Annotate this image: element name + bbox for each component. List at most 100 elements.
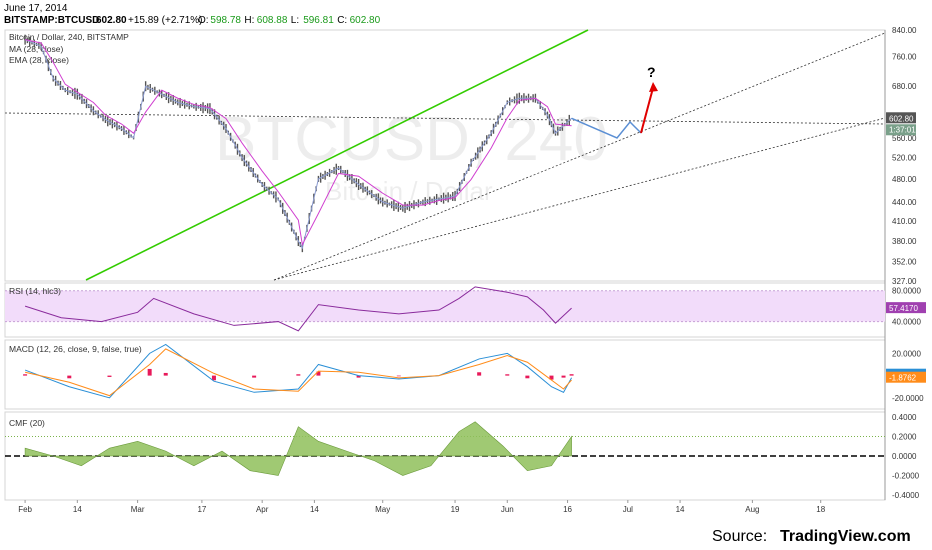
macd-histogram-bar <box>316 371 321 376</box>
macd-histogram-bar <box>477 372 482 376</box>
macd-tick-label: -20.0000 <box>892 394 924 403</box>
rsi-tick-label: 80.0000 <box>892 287 921 296</box>
cmf-tick-label: 0.4000 <box>892 413 917 422</box>
countdown-tag <box>886 124 916 136</box>
macd-histogram-bar <box>23 374 28 376</box>
ohlc-label: C: <box>337 15 347 26</box>
pane-2 <box>4 339 886 410</box>
header-symbol: BITSTAMP:BTCUSD <box>4 15 99 26</box>
resistance-line <box>4 112 886 125</box>
price-tick-label: 560.00 <box>892 134 917 143</box>
watermark-symbol: BTCUSD, 240 <box>215 105 608 174</box>
header-price: 602.80 <box>96 15 127 26</box>
time-tick-label: Apr <box>256 505 269 514</box>
cmf-pane-title: CMF (20) <box>9 418 45 428</box>
series-layer <box>23 34 658 476</box>
macd-histogram-bar <box>569 374 574 376</box>
cmf-tick-label: 0.2000 <box>892 432 917 441</box>
question-mark-annotation: ? <box>647 64 656 80</box>
signal-line <box>24 348 572 397</box>
red-arrow-shaft <box>640 87 654 134</box>
macd-pane-title: MACD (12, 26, close, 9, false, true) <box>9 344 142 354</box>
macd-histogram-bar <box>549 375 554 380</box>
rsi-line <box>24 286 572 332</box>
time-tick-label: 14 <box>73 505 82 514</box>
time-tick-label: 19 <box>451 505 460 514</box>
macd-histogram-bar <box>525 375 530 379</box>
source-brand: TradingView.com <box>780 528 911 545</box>
macd-histogram-bar <box>356 375 361 378</box>
ema-indicator-label: EMA (28, close) <box>9 55 69 65</box>
time-tick-label: May <box>375 505 390 514</box>
macd-histogram-bar <box>163 372 168 376</box>
price-tick-label: 352.00 <box>892 257 917 266</box>
price-axes: 840.00 760.00 680.00 560.00 520.00 480.00 440.… <box>886 26 926 500</box>
price-tick-label: 380.00 <box>892 237 917 246</box>
time-tick-label: Jul <box>623 505 633 514</box>
ma-indicator-label: MA (28, close) <box>9 44 63 54</box>
price-tick-label: 840.00 <box>892 26 917 35</box>
macd-histogram-bar <box>211 375 216 381</box>
support-trendline <box>273 117 886 281</box>
macd-tick-label: 20.0000 <box>892 349 921 358</box>
time-tick-label: Feb <box>18 505 32 514</box>
time-tick-label: 14 <box>676 505 685 514</box>
ema-line <box>24 39 572 247</box>
macd-histogram-bar <box>252 375 257 378</box>
macd-histogram-bar <box>296 374 301 376</box>
last-price-tag <box>886 112 916 124</box>
ohlc-value: 596.81 <box>303 15 334 26</box>
price-tick-label: 520.00 <box>892 154 917 163</box>
price-tick-label: 410.00 <box>892 217 917 226</box>
rsi-tick-label: 40.0000 <box>892 318 921 327</box>
cmf-tick-label: -0.2000 <box>892 472 920 481</box>
macd-histogram-bar <box>107 375 112 377</box>
time-tick-label: 16 <box>563 505 572 514</box>
upper-trendline <box>273 32 886 281</box>
main-pane-title: Bitcoin / Dollar, 240, BITSTAMP <box>9 32 129 42</box>
countdown-label: 1:37:01 <box>889 125 916 134</box>
header-date: June 17, 2014 <box>4 3 68 14</box>
cmf-area <box>24 421 572 476</box>
macd-histogram-bar <box>396 375 401 377</box>
pane-0 <box>4 29 886 282</box>
rsi-pane-title: RSI (14, hlc3) <box>9 286 61 296</box>
price-tick-label: 440.00 <box>892 198 917 207</box>
price-tick-label: 327.00 <box>892 277 917 286</box>
green-channel-line <box>85 29 589 281</box>
time-tick-label: 17 <box>197 505 206 514</box>
cmf-tick-label: -0.4000 <box>892 491 920 500</box>
ohlc-label: L: <box>291 15 299 26</box>
macd-value-tag-top <box>886 368 926 373</box>
time-axis: Feb 14 Mar 17 Apr 14 May 19 Jun 16 Jul 14 Aug 18 <box>18 500 826 514</box>
macd-value-label: -1.8762 <box>889 374 917 383</box>
watermark-name: Bitcoin / Dollar <box>325 176 493 206</box>
rsi-value-tag <box>886 302 926 314</box>
macd-histogram-bar <box>505 374 510 376</box>
drawing-tools <box>4 29 886 281</box>
macd-histogram-bar <box>67 375 72 379</box>
price-tick-label: 680.00 <box>892 82 917 91</box>
time-tick-label: 14 <box>310 505 319 514</box>
price-tick-label: 760.00 <box>892 53 917 62</box>
time-tick-label: Mar <box>131 505 145 514</box>
red-arrow-head <box>649 82 658 92</box>
projection-path <box>571 117 642 139</box>
time-tick-label: Aug <box>745 505 759 514</box>
macd-value-tag <box>886 371 926 383</box>
ohlc-label: H: <box>244 15 254 26</box>
last-price-label: 602.80 <box>889 114 914 123</box>
header-change: +15.89 (+2.71%) <box>128 15 203 26</box>
ohlc-value: 602.80 <box>350 15 381 26</box>
ma-line <box>24 39 572 250</box>
macd-line <box>24 343 573 399</box>
header-ohlc: O: 598.78 H: 608.88 L: 596.81 C: 602.80 <box>198 15 381 26</box>
price-tick-label: 480.00 <box>892 175 917 184</box>
ohlc-value: 608.88 <box>257 15 288 26</box>
rsi-value-label: 57.4170 <box>889 304 918 313</box>
macd-histogram-bar <box>147 368 152 376</box>
ohlc-value: 598.78 <box>210 15 241 26</box>
cmf-tick-label: 0.0000 <box>892 452 917 461</box>
time-tick-label: 18 <box>816 505 825 514</box>
